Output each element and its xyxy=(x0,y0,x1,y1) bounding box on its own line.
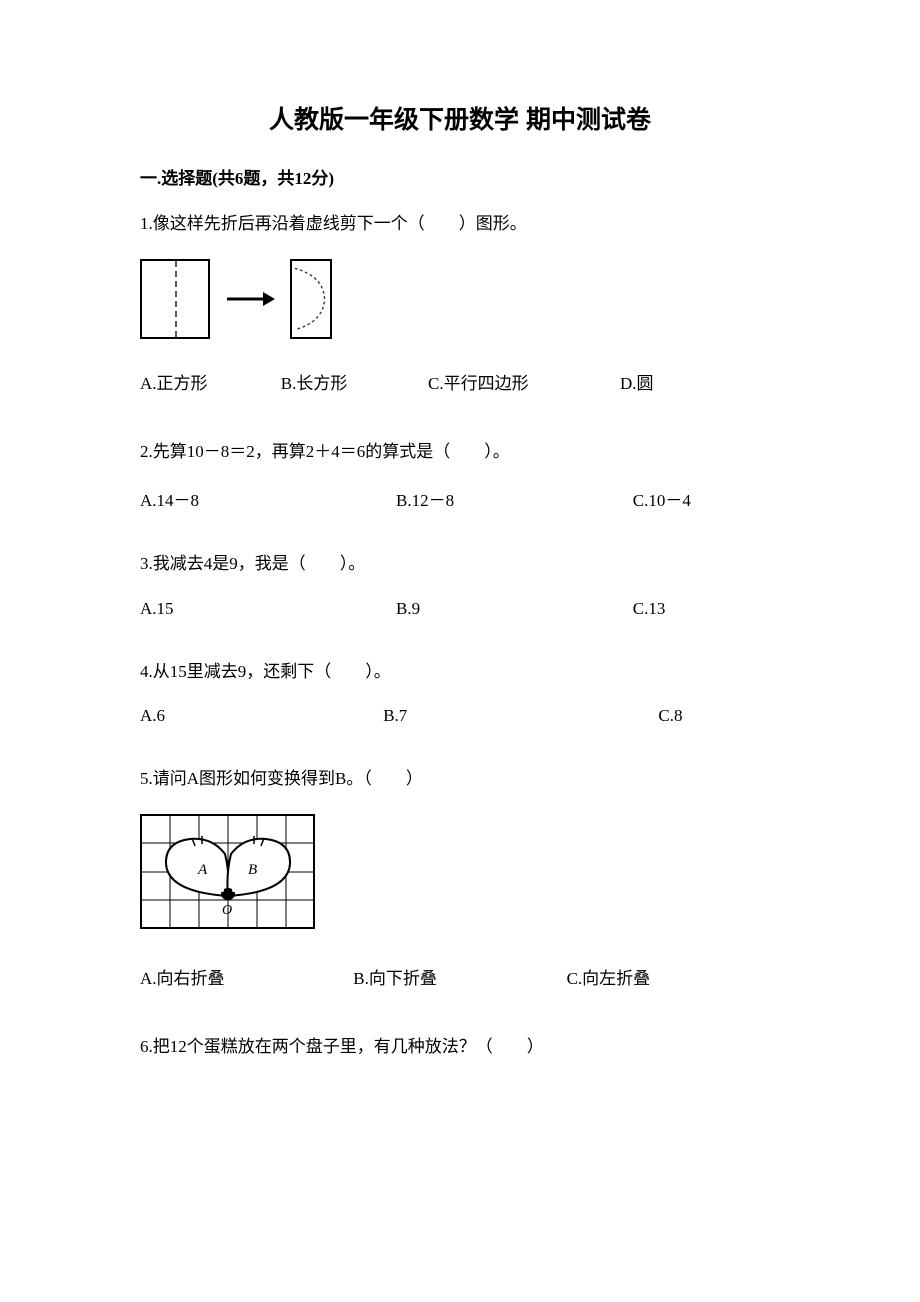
svg-text:B: B xyxy=(248,862,257,878)
option-b: B.长方形 xyxy=(281,369,428,394)
option-b: B.7 xyxy=(383,706,658,726)
option-c: C.平行四边形 xyxy=(428,369,620,394)
question-5-figure: A B O xyxy=(140,814,780,934)
question-2-text: 2.先算10－8＝2，再算2＋4＝6的算式是（ ）。 xyxy=(140,439,780,465)
question-1-options: A.正方形 B.长方形 C.平行四边形 D.圆 xyxy=(140,369,780,394)
svg-text:O: O xyxy=(222,903,232,918)
question-5-text: 5.请问A图形如何变换得到B。（ ） xyxy=(140,766,780,792)
question-1-text: 1.像这样先折后再沿着虚线剪下一个（ ）图形。 xyxy=(140,211,780,237)
option-a: A.正方形 xyxy=(140,369,281,394)
option-b: B.9 xyxy=(396,599,633,619)
option-d: D.圆 xyxy=(620,369,780,394)
arrow-right-icon xyxy=(225,289,275,309)
page-title: 人教版一年级下册数学 期中测试卷 xyxy=(140,100,780,136)
question-3-options: A.15 B.9 C.13 xyxy=(140,599,780,619)
svg-text:A: A xyxy=(197,862,208,878)
option-c: C.8 xyxy=(658,706,780,726)
question-4-text: 4.从15里减去9，还剩下（ ）。 xyxy=(140,659,780,685)
question-5-options: A.向右折叠 B.向下折叠 C.向左折叠 xyxy=(140,964,780,989)
question-3-text: 3.我减去4是9，我是（ ）。 xyxy=(140,551,780,577)
option-a: A.14－8 xyxy=(140,486,396,511)
option-a: A.15 xyxy=(140,599,396,619)
question-1-figure xyxy=(140,259,780,339)
option-c: C.向左折叠 xyxy=(567,964,780,989)
option-a: A.向右折叠 xyxy=(140,964,353,989)
question-4-options: A.6 B.7 C.8 xyxy=(140,706,780,726)
option-b: B.12－8 xyxy=(396,486,633,511)
option-b: B.向下折叠 xyxy=(353,964,566,989)
option-c: C.13 xyxy=(633,599,780,619)
section-1-header: 一.选择题(共6题，共12分) xyxy=(140,164,780,189)
question-2-options: A.14－8 B.12－8 C.10－4 xyxy=(140,486,780,511)
butterfly-grid-icon: A B O xyxy=(140,814,315,929)
fold-rectangle-icon xyxy=(140,259,210,339)
option-c: C.10－4 xyxy=(633,486,780,511)
cut-rectangle-icon xyxy=(290,259,332,339)
option-a: A.6 xyxy=(140,706,383,726)
question-6-text: 6.把12个蛋糕放在两个盘子里，有几种放法？（ ） xyxy=(140,1034,780,1060)
